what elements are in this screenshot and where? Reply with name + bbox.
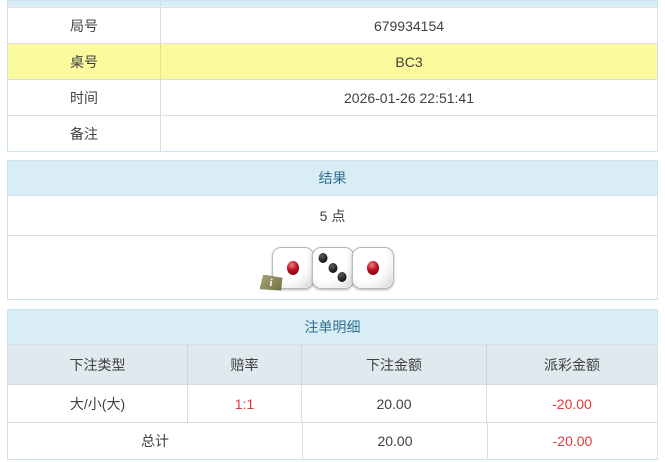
remark-value — [161, 116, 657, 151]
cutoff-header-strip — [8, 1, 657, 7]
die-1-icon: i — [259, 246, 314, 291]
die-3-icon — [351, 246, 394, 289]
result-panel: 结果 5 点 i — [7, 160, 658, 300]
info-row-round: 局号 679934154 — [8, 7, 657, 43]
die-pip — [328, 262, 337, 273]
game-info-table: 局号 679934154 桌号 BC3 时间 2026-01-26 22:51:… — [7, 0, 658, 152]
dice-result-row: i — [8, 236, 657, 299]
info-row-time: 时间 2026-01-26 22:51:41 — [8, 79, 657, 115]
die-pip — [337, 271, 347, 282]
time-label: 时间 — [8, 80, 161, 115]
info-row-table-id: 桌号 BC3 — [8, 43, 657, 79]
table-id-label: 桌号 — [8, 44, 161, 79]
cutoff-header-label-cell — [8, 1, 161, 6]
column-payout: 派彩金额 — [544, 356, 600, 373]
round-number-value: 679934154 — [373, 17, 445, 34]
bet-details-title: 注单明细 — [8, 310, 657, 345]
time-value: 2026-01-26 22:51:41 — [344, 89, 474, 106]
total-label: 总计 — [8, 423, 303, 459]
die-pip — [318, 253, 328, 264]
payout-value: -20.00 — [552, 395, 592, 412]
result-panel-title: 结果 — [8, 161, 657, 196]
column-bet-amount: 下注金额 — [302, 345, 487, 384]
die-2-icon — [311, 246, 354, 289]
bet-table-total-row: 总计 20.00 -20.00 — [8, 423, 657, 459]
bet-table-row: 大/小(大) 1:1 20.00 -20.00 — [8, 385, 657, 423]
info-badge-icon[interactable]: i — [259, 274, 283, 291]
info-row-remark: 备注 — [8, 115, 657, 151]
total-payout: -20.00 — [552, 433, 593, 449]
result-points: 5 点 — [8, 196, 657, 236]
bet-amount-value: 20.00 — [302, 385, 487, 422]
remark-label: 备注 — [8, 116, 161, 151]
column-odds: 赔率 — [188, 345, 302, 384]
odds-value: 1:1 — [188, 385, 302, 422]
bet-table-header: 下注类型 赔率 下注金额 派彩金额 — [8, 345, 657, 385]
round-number-label: 局号 — [8, 8, 161, 43]
column-bet-type: 下注类型 — [8, 345, 188, 384]
total-bet-amount: 20.00 — [303, 423, 488, 459]
die-pip — [366, 261, 379, 276]
cutoff-header-value-cell — [161, 1, 657, 6]
table-id-value: BC3 — [395, 53, 423, 70]
bet-details-panel: 注单明细 下注类型 赔率 下注金额 派彩金额 大/小(大) 1:1 20.00 … — [7, 309, 658, 460]
bet-type-value: 大/小(大) — [8, 385, 188, 422]
die-pip — [286, 261, 299, 276]
